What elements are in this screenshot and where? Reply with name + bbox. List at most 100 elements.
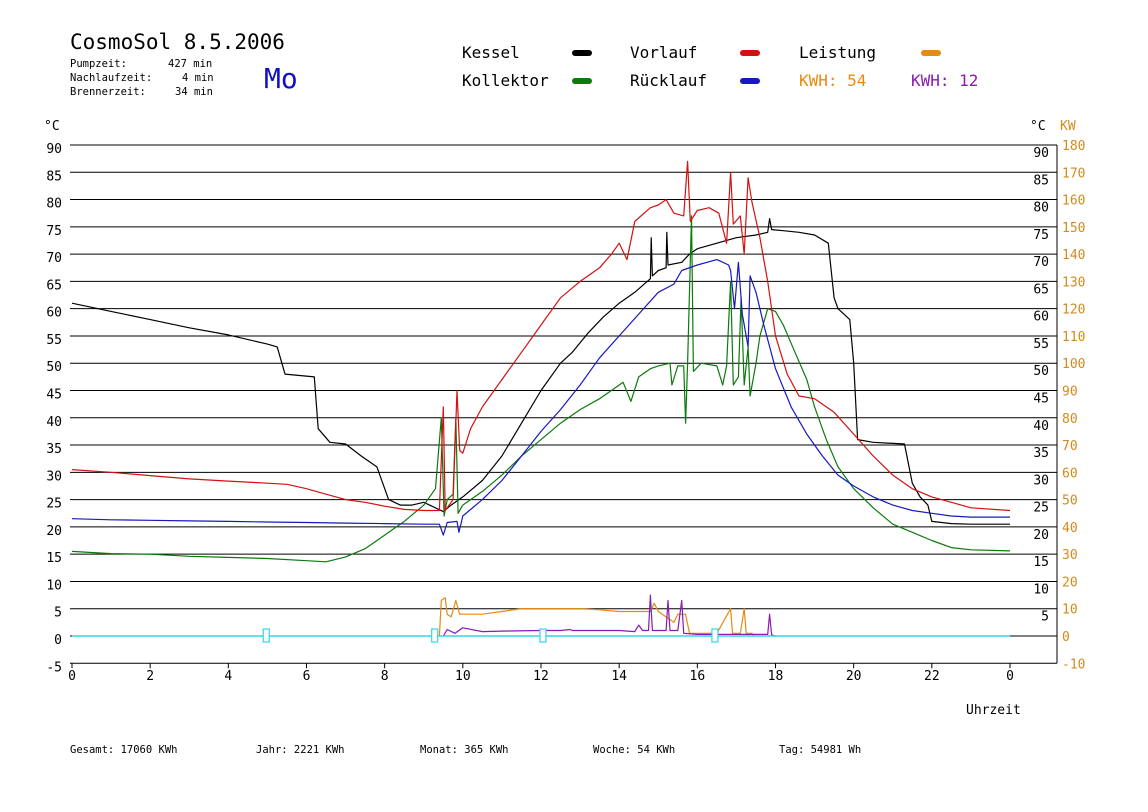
pump-marker [262,628,270,643]
x-tick-label: 16 [690,669,706,684]
x-tick-label: 4 [224,669,232,684]
kw-tick-label: -10 [1062,657,1085,672]
x-tick-label: 0 [1006,669,1014,684]
legend-leistung-swatch [921,50,941,56]
x-tick-label: 22 [924,669,940,684]
y-tick-label: 80 [46,197,62,212]
pump-marker [539,628,547,643]
x-axis-label: Uhrzeit [966,703,1021,718]
x-tick-label: 12 [533,669,549,684]
y-right-tick-label: 5 [1041,610,1049,625]
kw-tick-label: 80 [1062,412,1078,427]
series-kollektor-line [71,215,1011,563]
y-right-tick-label: 90 [1033,146,1049,161]
y-tick-label: 30 [46,469,62,484]
kw-tick-label: 140 [1062,248,1085,263]
y-tick-label: -5 [46,660,62,675]
y-right-tick-label: 75 [1033,228,1049,243]
y-right-tick-label: 85 [1033,173,1049,188]
kwh-purple-label: KWH: 12 [911,71,979,90]
kwh-orange-label: KWH: 54 [799,71,867,90]
legend-ruecklauf-label: Rücklauf [630,71,708,90]
legend-kollektor-label: Kollektor [462,71,549,90]
legend-kessel-label: Kessel [462,43,520,62]
y-tick-label: 45 [46,388,62,403]
y-right-tick-label: 10 [1033,582,1049,597]
series-kessel-line [71,218,1010,525]
pumpzeit-label: Pumpzeit: [70,58,127,70]
y-tick-label: 75 [46,224,62,239]
brennerzeit-label: Brennerzeit: [70,86,146,98]
y-right-tick-label: 40 [1033,419,1049,434]
tick-labels: -505101520253035404550556065707580859051… [46,139,1085,684]
pump-marker [431,628,439,643]
y-tick-label: 0 [54,633,62,648]
y-tick-label: 25 [46,497,62,512]
kw-tick-label: 100 [1062,357,1085,372]
totals-bar: Gesamt: 17060 KWh Jahr: 2221 KWh Monat: … [0,744,1148,760]
kw-tick-label: 40 [1062,521,1078,536]
legend-kollektor-swatch [572,78,592,84]
y-right-tick-label: 70 [1033,255,1049,270]
y-right-tick-label: 30 [1033,473,1049,488]
legend-vorlauf-swatch [740,50,760,56]
weekday-label: Mo [264,62,298,95]
kw-tick-label: 0 [1062,630,1070,645]
y-tick-label: 5 [54,606,62,621]
kw-tick-label: 90 [1062,385,1078,400]
y-right-tick-label: 50 [1033,364,1049,379]
kw-tick-label: 170 [1062,166,1085,181]
y-right-tick-label: 35 [1033,446,1049,461]
pump-markers [72,628,1010,643]
total-monat: Monat: 365 KWh [420,744,509,756]
kw-tick-label: 130 [1062,275,1085,290]
left-axis-unit: °C [44,119,60,134]
legend-vorlauf-label: Vorlauf [630,43,698,62]
pump-marker [711,628,719,643]
legend-leistung-label: Leistung [799,43,877,62]
y-tick-label: 55 [46,333,62,348]
nachlaufzeit-label: Nachlaufzeit: [70,72,153,84]
kw-tick-label: 150 [1062,221,1085,236]
total-woche: Woche: 54 KWh [593,744,676,756]
nachlaufzeit-value: 4 min [182,72,214,84]
total-tag: Tag: 54981 Wh [779,744,862,756]
series-purple-power-line [442,594,776,637]
y-tick-label: 20 [46,524,62,539]
y-tick-label: 10 [46,578,62,593]
y-right-tick-label: 65 [1033,282,1049,297]
total-gesamt: Gesamt: 17060 KWh [70,744,178,756]
right-axis-unit: °C [1030,119,1046,134]
kw-tick-label: 160 [1062,194,1085,209]
y-tick-label: 85 [46,169,62,184]
y-right-tick-label: 15 [1033,555,1049,570]
y-tick-label: 60 [46,306,62,321]
y-tick-label: 50 [46,360,62,375]
x-tick-label: 0 [68,669,76,684]
y-right-tick-label: 60 [1033,310,1049,325]
y-right-tick-label: 45 [1033,392,1049,407]
kw-axis-unit: KW [1060,119,1076,134]
kw-tick-label: 20 [1062,575,1078,590]
x-tick-label: 20 [846,669,862,684]
series-leistung-line [438,597,755,637]
legend-kessel-swatch [572,50,592,56]
y-tick-label: 90 [46,142,62,157]
x-tick-label: 14 [611,669,627,684]
y-right-tick-label: 80 [1033,201,1049,216]
y-tick-label: 15 [46,551,62,566]
legend-ruecklauf-swatch [740,78,760,84]
chart-title: CosmoSol 8.5.2006 [70,30,285,54]
series-vorlauf-line [71,160,1011,512]
series-ruecklauf-line [71,259,1010,536]
kw-tick-label: 30 [1062,548,1078,563]
x-tick-label: 8 [381,669,389,684]
kw-tick-label: 180 [1062,139,1085,154]
kw-tick-label: 120 [1062,303,1085,318]
y-tick-label: 70 [46,251,62,266]
y-right-tick-label: 25 [1033,501,1049,516]
kw-tick-label: 110 [1062,330,1085,345]
kw-tick-label: 60 [1062,466,1078,481]
y-tick-label: 35 [46,442,62,457]
